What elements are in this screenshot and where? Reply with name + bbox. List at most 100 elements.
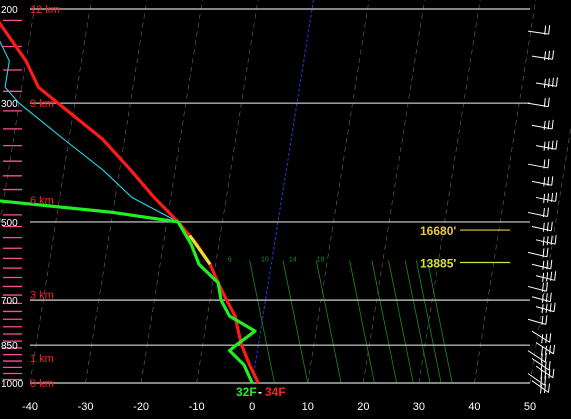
x-tick-label: -20 bbox=[133, 401, 149, 413]
mixing-ratio-line bbox=[388, 260, 414, 384]
wind-barb-staff bbox=[527, 318, 547, 325]
wind-barb-flag bbox=[541, 346, 544, 356]
wind-barb-flag bbox=[542, 272, 545, 282]
wind-barb-flag bbox=[548, 50, 551, 60]
wind-barb-flag bbox=[543, 383, 546, 394]
x-tick-label: 40 bbox=[468, 401, 480, 413]
wind-barb-flag bbox=[555, 77, 558, 87]
mixing-ratio-label: 14 bbox=[289, 256, 297, 263]
wind-barb-staff bbox=[527, 211, 548, 218]
wind-barb-staff bbox=[535, 365, 554, 379]
wind-barb-flag bbox=[548, 369, 551, 379]
mixing-ratio-line bbox=[427, 260, 453, 384]
wind-barb-flag bbox=[545, 315, 548, 325]
mixing-ratio-line bbox=[404, 260, 431, 384]
mixing-ratio-line bbox=[415, 260, 442, 384]
isotherm-grid bbox=[0, 0, 571, 384]
wind-barb-flag bbox=[541, 304, 544, 314]
wind-barb-flag bbox=[546, 222, 549, 232]
wind-barb-staff bbox=[535, 82, 557, 87]
x-tick-label: 30 bbox=[413, 401, 425, 413]
wind-barb-flag bbox=[546, 247, 549, 257]
wind-barb-flag bbox=[552, 368, 555, 378]
wind-barb-staff bbox=[531, 124, 553, 130]
isotherm-line bbox=[0, 0, 37, 226]
wind-barb-flag bbox=[547, 176, 550, 186]
wind-barb-flag bbox=[553, 302, 556, 312]
wind-barb-staff bbox=[527, 251, 548, 258]
wind-barb-flag bbox=[550, 271, 553, 281]
sounding-profiles bbox=[0, 20, 260, 384]
wind-barb-staff bbox=[527, 373, 545, 386]
wind-barb-flag bbox=[544, 361, 547, 371]
isotherm-line bbox=[140, 0, 203, 384]
x-tick-label: 20 bbox=[357, 401, 369, 413]
wind-barb-flag bbox=[541, 334, 544, 344]
wind-barb-staff bbox=[527, 30, 549, 35]
wind-barb-flag bbox=[540, 376, 543, 386]
x-tick-label: -10 bbox=[189, 401, 205, 413]
wind-barb-flag bbox=[549, 303, 552, 313]
wind-barb-flag bbox=[541, 315, 544, 325]
wind-barb-flag bbox=[546, 272, 549, 282]
wind-barb-staff bbox=[531, 180, 552, 186]
wind-barb-flag bbox=[551, 176, 554, 186]
x-tick-label: -30 bbox=[78, 401, 94, 413]
wind-barb-staff bbox=[535, 342, 554, 355]
wind-barb-flag bbox=[542, 222, 545, 232]
freezing-level-label: 16680' bbox=[420, 224, 456, 238]
y-tick-label: 200 bbox=[1, 5, 18, 16]
wind-barb-flag bbox=[547, 193, 550, 203]
surface-temperature-label: 34F bbox=[265, 385, 286, 399]
wind-barb-staff bbox=[531, 380, 549, 393]
wind-barb-flag bbox=[541, 282, 544, 292]
wind-barb-flag bbox=[541, 293, 544, 303]
wind-barb-flag bbox=[546, 260, 549, 270]
wind-barb-flag bbox=[551, 192, 554, 202]
wind-barb-staff bbox=[535, 145, 557, 150]
wind-barb-flag bbox=[545, 333, 548, 343]
wind-barb-flag bbox=[545, 282, 548, 292]
wind-barb-flag bbox=[545, 303, 548, 313]
x-tick-label: -40 bbox=[22, 401, 38, 413]
mixing-ratio-line bbox=[371, 260, 398, 384]
wind-barb-staff bbox=[535, 275, 555, 281]
freezing-layer-segment bbox=[188, 234, 212, 266]
wind-barb-flag bbox=[544, 376, 547, 386]
surface-temperature-labels: 32F - 34F bbox=[234, 385, 292, 399]
wind-barb-flag bbox=[545, 345, 548, 355]
wind-barb-flag bbox=[551, 77, 554, 87]
wind-barb-flag bbox=[544, 353, 547, 363]
isotherm-line bbox=[474, 0, 537, 384]
wind-barb-flag bbox=[547, 78, 550, 88]
wind-barb-flag bbox=[546, 236, 549, 246]
wind-barb-staff bbox=[531, 296, 551, 303]
wind-barb-staff bbox=[531, 330, 550, 343]
wind-barb-flag bbox=[547, 158, 550, 168]
wind-barb-flag bbox=[543, 78, 546, 88]
surface-dewpoint-label: 32F bbox=[236, 385, 257, 399]
wind-barbs bbox=[527, 25, 558, 394]
wind-barb-flag bbox=[555, 192, 558, 202]
wind-barb-flag bbox=[544, 51, 547, 61]
wind-barb-flag bbox=[547, 120, 550, 130]
wind-barb-staff bbox=[535, 306, 555, 313]
wetbulb-profile-line bbox=[0, 40, 179, 223]
wind-barb-staff bbox=[527, 163, 548, 169]
wind-barb-flag bbox=[543, 193, 546, 203]
isotherm-line bbox=[196, 0, 259, 384]
wind-barb-flag bbox=[542, 236, 545, 246]
mixing-ratio-label: 10 bbox=[261, 256, 269, 263]
wind-barb-flag bbox=[542, 260, 545, 270]
height-label: 12 km bbox=[30, 4, 60, 16]
wind-barb-flag bbox=[555, 140, 558, 150]
mixing-ratio-line bbox=[349, 260, 375, 384]
mixing-ratio-label: 18 bbox=[317, 256, 325, 263]
wind-barb-flag bbox=[547, 383, 550, 393]
wind-barb-flag bbox=[550, 221, 553, 231]
wind-barb-flag bbox=[543, 120, 546, 130]
isotherm-line bbox=[529, 124, 571, 384]
mixing-ratio-label: 6 bbox=[228, 256, 232, 263]
